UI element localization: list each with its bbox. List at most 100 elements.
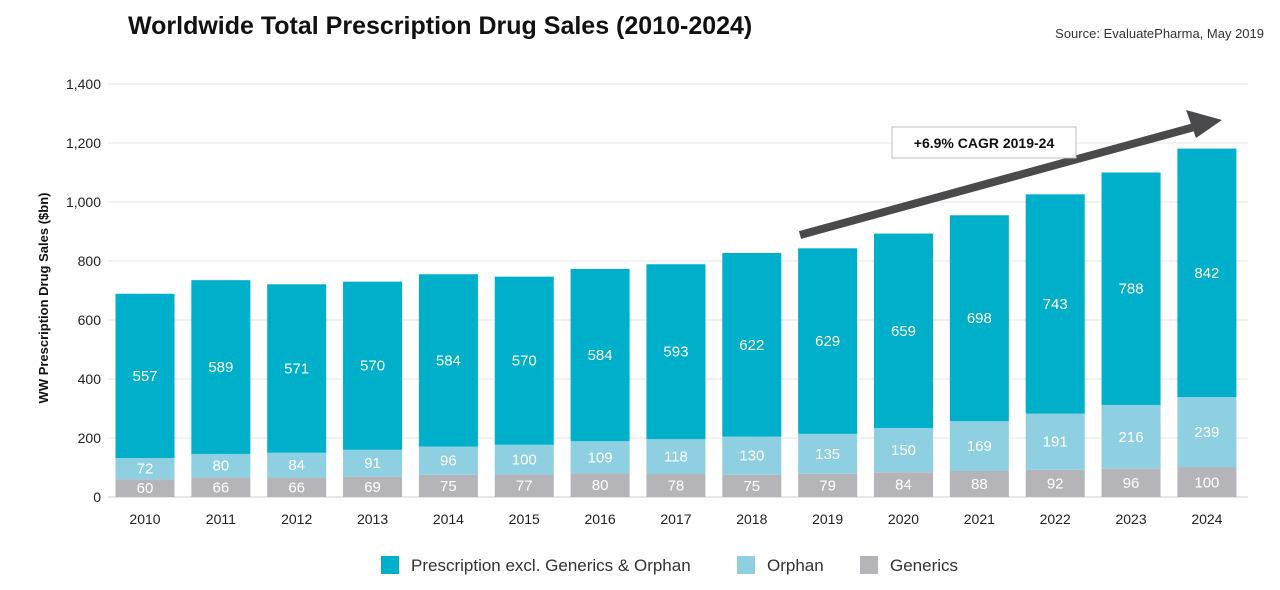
bar-generics: [418, 474, 478, 497]
data-label: 169: [967, 438, 992, 455]
data-label: 570: [512, 353, 537, 370]
bar-prescription-excl-generics-orphan: [646, 264, 706, 440]
data-label: 239: [1194, 424, 1219, 441]
x-tick-label: 2015: [509, 511, 540, 527]
legend-swatch: [381, 556, 399, 574]
x-tick-label: 2011: [206, 511, 236, 527]
data-label: 118: [664, 449, 688, 466]
chart-source: Source: EvaluatePharma, May 2019: [1055, 26, 1264, 41]
data-label: 78: [668, 477, 685, 494]
x-tick-label: 2014: [433, 511, 464, 527]
bar-generics: [494, 474, 554, 497]
bar-generics: [191, 477, 251, 497]
bar-generics: [1101, 468, 1161, 497]
data-label: 570: [360, 358, 385, 375]
x-tick-label: 2013: [357, 511, 388, 527]
bar-prescription-excl-generics-orphan: [722, 253, 782, 437]
data-label: 72: [137, 461, 154, 478]
bar-prescription-excl-generics-orphan: [494, 276, 554, 445]
x-tick-label: 2017: [660, 511, 691, 527]
data-label: 80: [213, 458, 230, 475]
y-tick-label: 1,200: [66, 135, 101, 151]
bar-orphan: [494, 444, 554, 475]
bar-generics: [267, 477, 327, 497]
x-tick-label: 2021: [964, 511, 995, 527]
x-tick-label: 2022: [1040, 511, 1071, 527]
data-label: 622: [739, 337, 764, 354]
data-label: 96: [1123, 475, 1140, 492]
data-label: 135: [815, 446, 840, 463]
cagr-label: +6.9% CAGR 2019-24: [914, 135, 1055, 151]
legend-label: Generics: [890, 556, 958, 575]
cagr-annotation: +6.9% CAGR 2019-24: [798, 110, 1222, 239]
y-tick-label: 200: [78, 430, 102, 446]
data-label: 100: [1194, 474, 1219, 491]
data-label: 130: [739, 448, 764, 465]
data-label: 557: [132, 368, 157, 385]
bar-orphan: [191, 453, 251, 478]
bar-orphan: [1025, 413, 1085, 470]
bar-orphan: [115, 458, 175, 480]
legend-swatch: [737, 556, 755, 574]
bar-prescription-excl-generics-orphan: [343, 281, 403, 450]
data-label: 584: [588, 347, 613, 364]
data-label: 593: [663, 344, 688, 361]
x-tick-label: 2012: [281, 511, 312, 527]
bar-prescription-excl-generics-orphan: [949, 215, 1009, 422]
bars: 60 72 557 66 80 589 66 84 571 69 91 570 75 96 584 77 100…: [115, 148, 1237, 497]
bar-prescription-excl-generics-orphan: [267, 284, 327, 453]
data-label: 842: [1194, 265, 1219, 282]
data-label: 75: [743, 478, 760, 495]
y-axis: 0 200 400 600 800 1,000 1,200 1,400: [66, 76, 101, 505]
data-label: 91: [364, 455, 381, 472]
data-label: 66: [213, 479, 230, 496]
bar-orphan: [1101, 404, 1161, 469]
cagr-box: [891, 126, 1077, 159]
bar-orphan: [798, 433, 858, 474]
bar-prescription-excl-generics-orphan: [191, 280, 251, 454]
data-label: 60: [137, 480, 154, 497]
y-tick-label: 800: [78, 253, 102, 269]
bar-orphan: [1177, 396, 1237, 468]
data-label: 92: [1047, 475, 1064, 492]
cagr-arrow-shaft: [798, 122, 1200, 239]
x-axis: 2010 2011 2012 2013 2014 2015 2016 2017 2018 2019…: [129, 511, 1222, 527]
legend-label: Orphan: [767, 556, 824, 575]
x-tick-label: 2023: [1115, 511, 1146, 527]
bar-orphan: [267, 452, 327, 478]
legend: Prescription excl. Generics & Orphan Orph…: [381, 556, 958, 575]
data-label: 79: [819, 477, 836, 494]
chart-title: Worldwide Total Prescription Drug Sales …: [128, 12, 753, 40]
legend-label: Prescription excl. Generics & Orphan: [411, 556, 691, 575]
data-label: 109: [588, 449, 613, 466]
bar-generics: [570, 473, 630, 497]
data-label: 659: [891, 323, 916, 340]
bar-orphan: [646, 439, 706, 474]
bar-generics: [1177, 467, 1237, 497]
y-tick-label: 1,400: [66, 76, 101, 92]
bar-prescription-excl-generics-orphan: [1177, 148, 1237, 397]
data-label: 66: [288, 479, 305, 496]
bar-orphan: [722, 436, 782, 475]
data-label: 88: [971, 476, 988, 493]
data-label: 191: [1043, 434, 1068, 451]
bar-generics: [874, 472, 933, 497]
legend-swatch: [860, 556, 878, 574]
x-tick-label: 2010: [129, 511, 160, 527]
data-label: 788: [1119, 281, 1144, 298]
y-tick-label: 0: [93, 489, 101, 505]
cagr-arrow-head: [1186, 110, 1222, 138]
bar-generics: [722, 474, 782, 497]
data-label: 589: [208, 359, 233, 376]
data-label: 100: [512, 452, 537, 469]
bar-prescription-excl-generics-orphan: [570, 268, 630, 442]
bar-orphan: [949, 421, 1009, 472]
bar-prescription-excl-generics-orphan: [418, 274, 478, 447]
bar-generics: [343, 476, 403, 497]
data-label: 77: [516, 478, 533, 495]
data-label: 75: [440, 478, 457, 495]
bar-generics: [646, 473, 706, 497]
data-label: 96: [440, 453, 457, 470]
bar-prescription-excl-generics-orphan: [1025, 194, 1085, 414]
bar-generics: [115, 479, 175, 497]
